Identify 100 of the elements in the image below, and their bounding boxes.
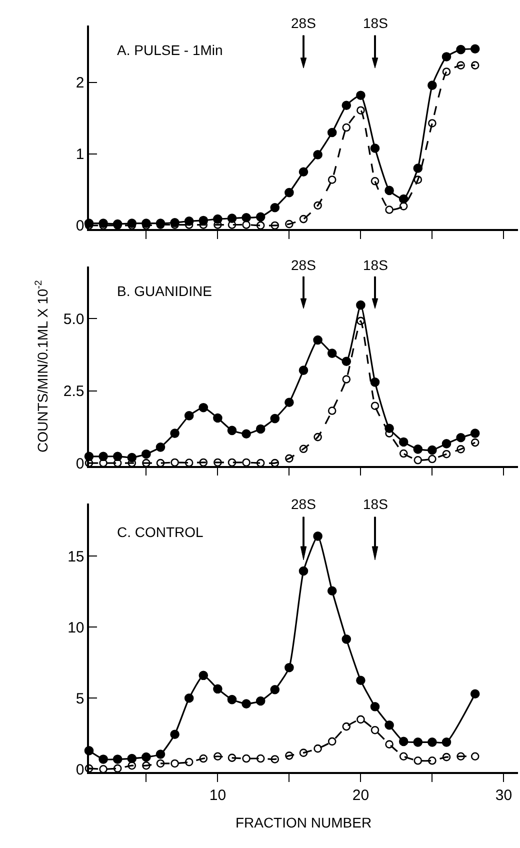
point [313,150,322,160]
point [356,300,366,310]
point [214,458,222,467]
point [213,413,222,423]
ref-line-label: 28S [291,257,316,273]
y-tick-label: 0 [76,218,84,235]
point [399,202,408,210]
point [142,449,151,459]
point [228,754,236,762]
y-tick-label: 2.5 [63,383,84,400]
point [242,212,251,222]
point [399,449,408,458]
text: B. GUANIDINE [117,283,212,299]
point [470,438,480,447]
point [442,738,452,747]
point [299,748,308,757]
point [428,756,436,765]
x-tick-label: 20 [352,786,370,804]
point [284,398,294,408]
ref-line-label: 28S [291,496,316,512]
point [199,754,208,763]
point [313,532,322,541]
point [256,212,266,222]
point [156,759,165,768]
ref-line-label: 18S [363,15,388,31]
point [113,764,122,773]
y-tick-label: 5.0 [63,310,84,328]
point [456,752,465,761]
point [184,693,194,703]
point [170,730,180,739]
point [184,411,194,420]
point [184,758,194,766]
point [428,80,437,90]
point [298,566,308,576]
point [298,167,308,176]
point [428,119,436,128]
point [385,740,394,748]
point [127,754,137,764]
point [284,188,294,198]
point [242,429,251,439]
point [314,201,322,210]
point [328,737,336,746]
x-tick-label: 30 [495,786,512,804]
point [170,428,180,438]
point [142,761,150,770]
point [414,456,422,464]
point [142,752,151,762]
point [442,439,452,448]
y-tick-label: 0 [76,761,84,778]
point [370,726,380,734]
point [198,670,208,680]
point [228,220,236,229]
x-tick-label: 10 [209,786,226,804]
point [256,424,266,434]
point [470,428,480,438]
point [242,699,251,708]
ref-line-label: 18S [363,257,388,273]
point [242,754,250,763]
point [413,444,423,454]
point [356,316,365,326]
point [242,458,250,467]
point [342,100,352,110]
point [170,759,179,768]
point [256,754,265,763]
point [370,144,380,153]
point [342,634,352,644]
point [370,176,380,186]
point [470,44,480,54]
point [327,128,337,138]
point [428,445,437,455]
point [442,68,451,76]
y-tick-label: 10 [68,619,84,636]
point [285,752,294,760]
point [270,414,280,424]
point [314,744,322,753]
point [284,662,294,672]
point [356,676,366,686]
point [98,754,108,764]
point [213,684,222,694]
point [470,689,480,699]
point [84,764,94,773]
point [370,702,380,712]
point [227,694,237,704]
point [328,406,336,415]
point [270,221,280,230]
y-tick-label: 2 [76,74,84,92]
point [342,375,351,384]
point [414,176,422,184]
point [442,52,452,62]
point [342,722,351,731]
x-axis-title: FRACTION NUMBER [235,814,372,831]
point [214,752,222,761]
point [313,335,322,345]
point [456,61,465,70]
point [456,432,466,442]
point [112,754,122,764]
point [227,426,237,436]
point [442,450,451,458]
point [314,432,322,442]
point [413,164,423,173]
